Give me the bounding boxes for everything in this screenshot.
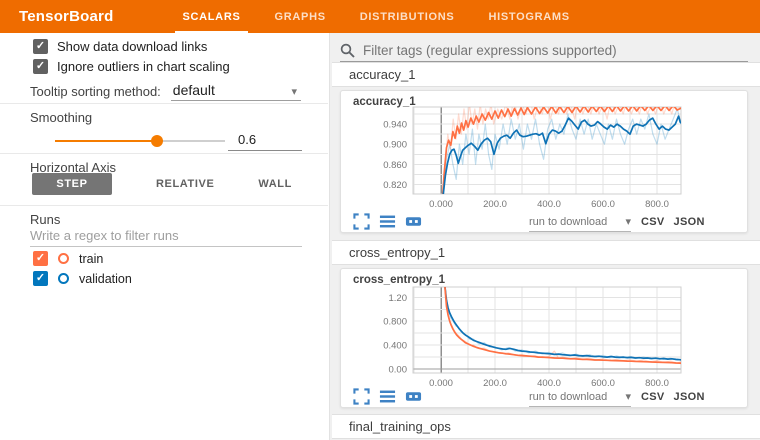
runs-regex-input[interactable]: [30, 225, 302, 247]
app-title: TensorBoard: [19, 8, 114, 25]
svg-text:600.0: 600.0: [591, 378, 615, 389]
tag-filter-input[interactable]: [363, 40, 748, 61]
run-to-download-select[interactable]: run to download ▾: [529, 390, 631, 407]
svg-text:400.0: 400.0: [537, 378, 561, 389]
chart-card-accuracy: accuracy_1 0.820 0.860 0.900 0.940 0.000 200.…: [340, 90, 748, 233]
download-links: CSV JSON: [641, 391, 705, 403]
chart-card-cross-entropy: cross_entropy_1 0.00 0.400 0.800 1.20 0.000 2…: [340, 268, 748, 408]
option-row: ✓ Ignore outliers in chart scaling: [33, 59, 230, 74]
divider: [0, 153, 328, 154]
svg-text:1.20: 1.20: [389, 293, 408, 304]
run-to-download-label: run to download: [529, 391, 608, 403]
json-download-link[interactable]: JSON: [673, 216, 705, 228]
checkbox-show-download-links[interactable]: ✓: [33, 39, 48, 54]
json-download-link[interactable]: JSON: [673, 391, 705, 403]
smoothing-slider-track[interactable]: [55, 135, 225, 147]
fit-domain-icon[interactable]: [405, 388, 422, 405]
smoothing-slider-row: [0, 129, 330, 153]
tooltip-sort-value: default: [172, 82, 215, 98]
tab-scalars[interactable]: SCALARS: [165, 0, 257, 33]
smoothing-value-input[interactable]: [228, 129, 302, 151]
divider: [0, 205, 328, 206]
checkbox-ignore-outliers[interactable]: ✓: [33, 59, 48, 74]
svg-text:0.900: 0.900: [383, 140, 407, 151]
checkbox-run-validation[interactable]: ✓: [33, 271, 48, 286]
run-to-download-label: run to download: [529, 216, 608, 228]
run-label-validation: validation: [79, 271, 132, 286]
cross-entropy-chart[interactable]: 0.00 0.400 0.800 1.20 0.000 200.0 400.0 600.0 80…: [371, 279, 716, 391]
csv-download-link[interactable]: CSV: [641, 216, 665, 228]
svg-text:0.800: 0.800: [383, 317, 407, 328]
app-header: TensorBoard SCALARS GRAPHS DISTRIBUTIONS…: [0, 0, 760, 33]
smoothing-label: Smoothing: [30, 110, 93, 125]
axis-wall-button[interactable]: WALL: [258, 178, 292, 190]
axis-relative-button[interactable]: RELATIVE: [156, 178, 215, 190]
svg-text:0.400: 0.400: [383, 341, 407, 352]
divider: [0, 103, 328, 104]
svg-text:0.000: 0.000: [429, 199, 453, 210]
option-row: ✓ Show data download links: [33, 39, 207, 54]
tooltip-sort-row: Tooltip sorting method: default ▾: [30, 82, 301, 101]
download-links: CSV JSON: [641, 216, 705, 228]
svg-text:0.00: 0.00: [389, 364, 408, 375]
run-color-swatch-validation[interactable]: [58, 273, 69, 284]
run-row-train: ✓ train: [33, 251, 103, 266]
tab-histograms[interactable]: HISTOGRAMS: [488, 10, 570, 23]
fit-domain-icon[interactable]: [405, 213, 422, 230]
svg-text:200.0: 200.0: [483, 199, 507, 210]
chart-card-title: accuracy_1: [353, 96, 416, 108]
expand-icon[interactable]: [353, 388, 370, 405]
accuracy-chart[interactable]: 0.820 0.860 0.900 0.940 0.000 200.0 400.0 600.0…: [371, 104, 716, 214]
toggle-runs-icon[interactable]: [379, 388, 396, 405]
run-color-swatch-train[interactable]: [58, 253, 69, 264]
svg-text:400.0: 400.0: [537, 199, 561, 210]
run-label-train: train: [79, 251, 104, 266]
chevron-down-icon: ▾: [625, 391, 631, 403]
run-row-validation: ✓ validation: [33, 271, 132, 286]
svg-text:0.860: 0.860: [383, 160, 407, 171]
expand-icon[interactable]: [353, 213, 370, 230]
smoothing-slider-thumb[interactable]: [151, 135, 163, 147]
tab-bar: SCALARS GRAPHS DISTRIBUTIONS HISTOGRAMS: [165, 0, 586, 33]
run-to-download-select[interactable]: run to download ▾: [529, 215, 631, 232]
tab-distributions[interactable]: DISTRIBUTIONS: [359, 10, 455, 23]
card-toolbar: [353, 388, 422, 405]
svg-text:600.0: 600.0: [591, 199, 615, 210]
axis-step-button[interactable]: STEP: [32, 173, 112, 195]
smoothing-slider-fill: [55, 140, 157, 142]
horizontal-axis-label: Horizontal Axis: [30, 160, 116, 175]
toggle-runs-icon[interactable]: [379, 213, 396, 230]
horizontal-axis-buttons: STEP RELATIVE WALL: [32, 173, 292, 195]
sidebar: ✓ Show data download links ✓ Ignore outl…: [0, 33, 330, 440]
chevron-down-icon: ▾: [625, 216, 631, 228]
tab-graphs[interactable]: GRAPHS: [274, 10, 326, 23]
checkbox-run-train[interactable]: ✓: [33, 251, 48, 266]
svg-text:800.0: 800.0: [645, 378, 669, 389]
search-icon: [340, 43, 355, 58]
pane-header-final-training-ops[interactable]: final_training_ops: [332, 414, 760, 439]
svg-text:200.0: 200.0: [483, 378, 507, 389]
main-content: accuracy_1 accuracy_1 0.820 0.860 0.900 0.9…: [330, 33, 760, 440]
pane-header-accuracy[interactable]: accuracy_1: [332, 62, 760, 87]
svg-text:0.940: 0.940: [383, 120, 407, 131]
chart-card-title: cross_entropy_1: [353, 274, 446, 286]
svg-text:800.0: 800.0: [645, 199, 669, 210]
card-toolbar: [353, 213, 422, 230]
chevron-down-icon: ▾: [291, 86, 297, 98]
tooltip-sort-select[interactable]: default ▾: [170, 82, 301, 101]
runs-label: Runs: [30, 212, 61, 227]
pane-header-cross-entropy[interactable]: cross_entropy_1: [332, 240, 760, 265]
tooltip-sort-label: Tooltip sorting method:: [30, 84, 161, 99]
tag-filter-row: [340, 40, 748, 62]
option-label: Ignore outliers in chart scaling: [57, 59, 230, 74]
svg-text:0.000: 0.000: [429, 378, 453, 389]
option-label: Show data download links: [57, 39, 208, 54]
csv-download-link[interactable]: CSV: [641, 391, 665, 403]
svg-text:0.820: 0.820: [383, 180, 407, 191]
